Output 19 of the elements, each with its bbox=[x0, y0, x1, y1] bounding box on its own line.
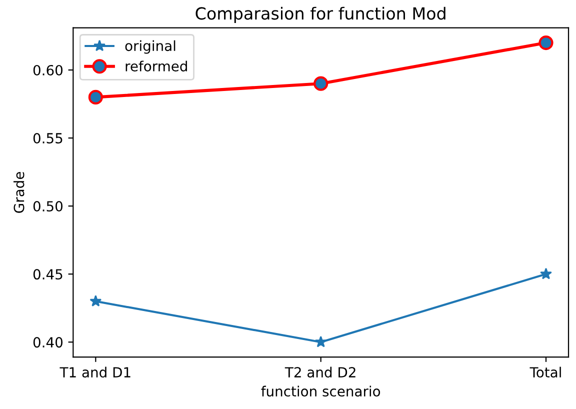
y-tick-label: 0.45 bbox=[33, 269, 62, 280]
point bbox=[90, 295, 102, 306]
x-axis-title: function scenario bbox=[261, 386, 380, 397]
point bbox=[314, 76, 328, 91]
point bbox=[540, 268, 552, 280]
point bbox=[538, 35, 554, 50]
chart-title: Comparasion for function Mod bbox=[196, 6, 446, 23]
point bbox=[314, 336, 327, 348]
y-tick-label: 0.40 bbox=[33, 337, 63, 348]
x-tick-label: T2 and D2 bbox=[284, 366, 356, 378]
x-tick-label: T1 and D1 bbox=[60, 366, 130, 378]
legend-label: reformed bbox=[126, 60, 187, 72]
y-axis-title: Grade bbox=[14, 172, 24, 213]
point bbox=[88, 90, 103, 104]
y-tick-label: 0.50 bbox=[33, 201, 63, 212]
y-tick-label: 0.60 bbox=[33, 64, 63, 76]
y-tick-label: 0.55 bbox=[33, 132, 62, 144]
legend-label: original bbox=[125, 40, 176, 54]
x-tick-label: Total bbox=[530, 366, 561, 378]
